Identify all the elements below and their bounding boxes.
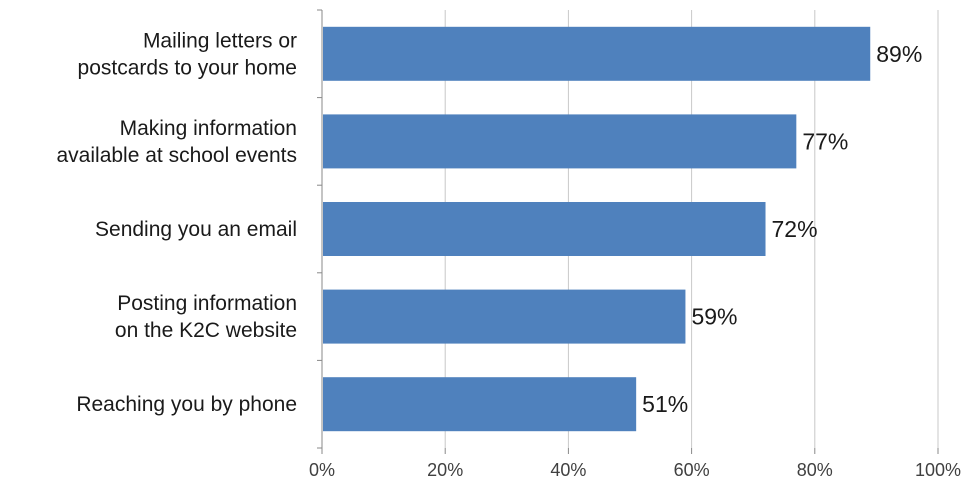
category-label-4: Reaching you by phone [76,393,297,416]
category-label-line: postcards to your home [78,56,297,79]
x-tick-label-60: 60% [674,460,710,480]
category-label-line: Posting information [117,292,297,315]
category-label-3: Posting information on the K2C website [115,292,297,342]
bar-2 [323,202,766,256]
value-label-3: 59% [691,304,737,330]
category-label-0: Mailing letters or postcards to your home [78,29,297,79]
category-label-line: Sending you an email [95,218,297,241]
value-label-4: 51% [642,391,688,417]
bars [323,26,871,432]
category-label-1: Making information available at school ev… [57,116,298,166]
value-label-0: 89% [876,41,922,67]
x-tick-label-100: 100% [915,460,961,480]
bar-1 [323,114,797,169]
bar-4 [323,377,637,432]
x-tick-label-40: 40% [550,460,586,480]
x-tick-labels: 0% 20% 40% 60% 80% 100% [309,460,961,480]
bar-3 [323,289,686,344]
value-labels: 89% 77% 72% 59% 51% [642,41,922,417]
x-tick-label-0: 0% [309,460,335,480]
value-label-1: 77% [802,128,848,154]
value-label-2: 72% [772,216,818,242]
category-label-line: Reaching you by phone [76,393,297,416]
category-labels: Mailing letters or postcards to your home… [57,29,298,416]
x-tick-label-20: 20% [427,460,463,480]
category-label-2: Sending you an email [95,218,297,241]
category-label-line: on the K2C website [115,319,297,342]
category-label-line: available at school events [57,143,298,166]
x-tick-label-80: 80% [797,460,833,480]
axes [317,9,939,454]
bar-0 [323,26,871,81]
category-label-line: Mailing letters or [143,29,297,52]
category-label-line: Making information [120,116,297,139]
